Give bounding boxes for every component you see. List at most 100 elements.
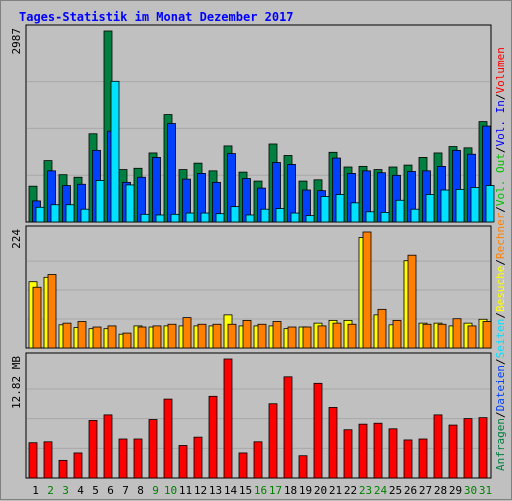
bar-seiten-day-4 bbox=[80, 208, 90, 223]
bar-volumen-day-30 bbox=[463, 418, 473, 479]
bar-seiten-day-16 bbox=[260, 208, 270, 223]
bar-volumen-day-11 bbox=[178, 445, 188, 479]
bar-rechner-day-17 bbox=[272, 321, 282, 349]
bar-rechner-day-30 bbox=[467, 325, 477, 349]
bar-seiten-day-26 bbox=[410, 208, 420, 223]
bar-rechner-day-20 bbox=[317, 325, 327, 349]
bar-volumen-day-12 bbox=[193, 436, 203, 479]
bar-volumen-day-20 bbox=[313, 382, 323, 479]
bar-volumen-day-23 bbox=[358, 423, 368, 479]
bar-volumen-day-18 bbox=[283, 376, 293, 479]
bar-rechner-day-9 bbox=[152, 325, 162, 349]
right-legend-item-11: / bbox=[494, 146, 507, 153]
bar-volumen-day-19 bbox=[298, 455, 308, 479]
bar-volumen-day-29 bbox=[448, 424, 458, 479]
x-label-day-4: 4 bbox=[77, 484, 84, 497]
x-label-day-15: 15 bbox=[239, 484, 252, 497]
panel-middle-max-label: 224 bbox=[10, 229, 23, 249]
chart-title: Tages-Statistik im Monat Dezember 2017 bbox=[19, 10, 294, 24]
bar-volumen-day-2 bbox=[43, 441, 53, 479]
bar-rechner-day-15 bbox=[242, 319, 252, 349]
right-legend-item-6: Besuche bbox=[494, 266, 507, 312]
bar-seiten-day-15 bbox=[245, 214, 255, 223]
bar-rechner-day-8 bbox=[137, 326, 147, 349]
bar-volumen-day-8 bbox=[133, 438, 143, 479]
x-label-day-28: 28 bbox=[434, 484, 447, 497]
bar-volumen-day-28 bbox=[433, 414, 443, 479]
x-label-day-29: 29 bbox=[449, 484, 462, 497]
x-label-day-6: 6 bbox=[107, 484, 114, 497]
bar-rechner-day-31 bbox=[482, 321, 492, 349]
bar-seiten-day-30 bbox=[470, 187, 480, 223]
bar-seiten-day-27 bbox=[425, 194, 435, 223]
x-label-day-13: 13 bbox=[209, 484, 222, 497]
bar-volumen-day-16 bbox=[253, 441, 263, 479]
x-label-day-23: 23 bbox=[359, 484, 372, 497]
bar-rechner-day-28 bbox=[437, 323, 447, 349]
x-label-day-12: 12 bbox=[194, 484, 207, 497]
bar-volumen-day-6 bbox=[103, 414, 113, 479]
bar-rechner-day-16 bbox=[257, 323, 267, 349]
bar-volumen-day-5 bbox=[88, 420, 98, 479]
bar-dateien-day-9 bbox=[152, 157, 161, 223]
bar-volumen-day-4 bbox=[73, 452, 83, 479]
bar-volumen-day-22 bbox=[343, 429, 353, 479]
x-label-day-19: 19 bbox=[299, 484, 312, 497]
bar-rechner-day-27 bbox=[422, 323, 432, 349]
panel-bottom: 12.82 MB bbox=[10, 352, 492, 479]
right-legend-item-4: Seiten bbox=[494, 319, 507, 359]
bar-volumen-day-7 bbox=[118, 438, 128, 479]
bar-rechner-day-7 bbox=[122, 332, 132, 349]
bar-volumen-day-17 bbox=[268, 403, 278, 479]
bar-seiten-day-1 bbox=[35, 206, 45, 223]
bar-seiten-day-19 bbox=[305, 215, 315, 223]
bar-rechner-day-6 bbox=[107, 325, 117, 349]
bar-rechner-day-21 bbox=[332, 322, 342, 349]
bar-seiten-day-24 bbox=[380, 212, 390, 223]
bar-rechner-day-26 bbox=[407, 254, 417, 349]
x-label-day-31: 31 bbox=[479, 484, 492, 497]
bar-seiten-day-29 bbox=[455, 188, 465, 223]
right-legend-item-1: / bbox=[494, 411, 507, 418]
x-label-day-16: 16 bbox=[254, 484, 267, 497]
x-label-day-24: 24 bbox=[374, 484, 388, 497]
bar-rechner-day-14 bbox=[227, 323, 237, 349]
x-label-day-2: 2 bbox=[47, 484, 54, 497]
bar-rechner-day-29 bbox=[452, 318, 462, 349]
x-label-day-11: 11 bbox=[179, 484, 192, 497]
bar-seiten-day-6 bbox=[110, 80, 120, 223]
bar-volumen-day-26 bbox=[403, 439, 413, 479]
right-legend-item-7: / bbox=[494, 259, 507, 266]
bar-rechner-day-2 bbox=[47, 274, 57, 349]
x-label-day-1: 1 bbox=[32, 484, 39, 497]
bar-seiten-day-3 bbox=[65, 204, 75, 223]
bar-rechner-day-12 bbox=[197, 323, 207, 349]
bar-volumen-day-27 bbox=[418, 438, 428, 479]
panel-top: 2987 bbox=[10, 24, 495, 223]
right-legend-item-13: / bbox=[494, 93, 507, 100]
bar-dateien-day-10 bbox=[167, 123, 176, 223]
bar-rechner-day-1 bbox=[32, 286, 42, 349]
bar-seiten-day-9 bbox=[155, 214, 165, 223]
bar-seiten-day-31 bbox=[485, 185, 495, 223]
bar-rechner-day-18 bbox=[287, 326, 297, 349]
bar-volumen-day-14 bbox=[223, 358, 233, 479]
bar-seiten-day-22 bbox=[350, 202, 360, 223]
bar-volumen-day-31 bbox=[478, 417, 488, 479]
bar-seiten-day-11 bbox=[185, 212, 195, 223]
x-label-day-8: 8 bbox=[137, 484, 144, 497]
bar-volumen-day-15 bbox=[238, 452, 248, 479]
bar-seiten-day-20 bbox=[320, 196, 330, 223]
bar-rechner-day-11 bbox=[182, 317, 192, 349]
chart-panels: 2987 224 12.82 MB bbox=[10, 24, 495, 479]
bar-seiten-day-28 bbox=[440, 189, 450, 223]
x-label-day-21: 21 bbox=[329, 484, 342, 497]
panel-bottom-max-label: 12.82 MB bbox=[10, 356, 23, 409]
bar-volumen-day-13 bbox=[208, 395, 218, 479]
bar-volumen-day-21 bbox=[328, 407, 338, 479]
bar-volumen-day-9 bbox=[148, 419, 158, 479]
x-label-day-5: 5 bbox=[92, 484, 99, 497]
x-label-day-26: 26 bbox=[404, 484, 417, 497]
